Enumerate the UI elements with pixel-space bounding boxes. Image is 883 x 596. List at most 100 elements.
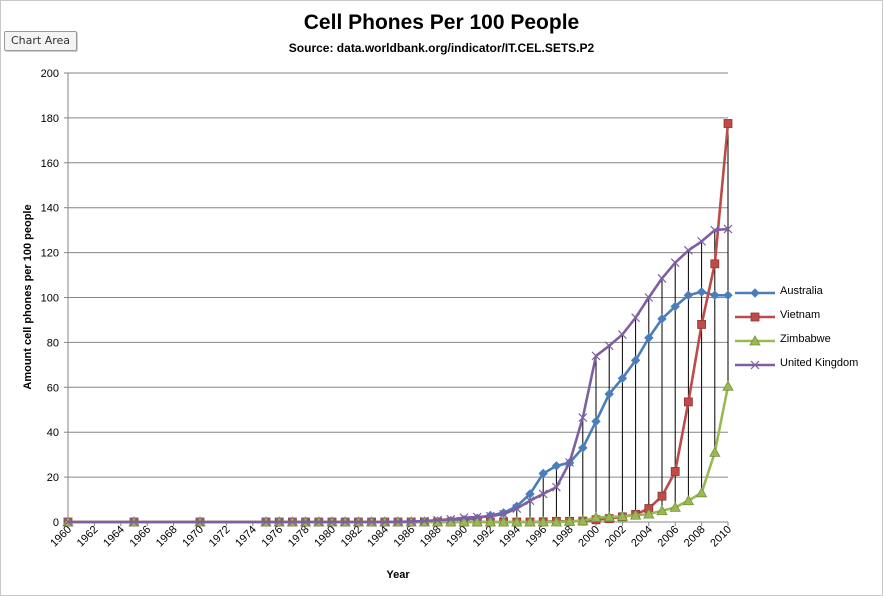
data-point-united-kingdom[interactable] bbox=[314, 517, 324, 527]
data-point-australia[interactable] bbox=[670, 301, 680, 312]
data-point-australia[interactable] bbox=[578, 443, 588, 453]
data-point-vietnam[interactable] bbox=[723, 119, 733, 128]
data-point-united-kingdom[interactable] bbox=[446, 514, 456, 524]
data-point-united-kingdom[interactable] bbox=[195, 517, 205, 527]
data-point-zimbabwe[interactable] bbox=[590, 511, 602, 522]
legend-item[interactable]: Zimbabwe bbox=[733, 331, 878, 355]
data-point-zimbabwe[interactable] bbox=[722, 380, 734, 391]
data-point-australia[interactable] bbox=[696, 287, 707, 297]
data-point-united-kingdom[interactable] bbox=[353, 517, 363, 527]
series-line-zimbabwe[interactable] bbox=[68, 385, 730, 524]
data-point-united-kingdom[interactable] bbox=[565, 458, 575, 467]
data-point-united-kingdom[interactable] bbox=[670, 258, 680, 268]
data-point-vietnam[interactable] bbox=[670, 467, 680, 476]
data-point-united-kingdom[interactable] bbox=[657, 273, 667, 283]
data-point-united-kingdom[interactable] bbox=[129, 517, 139, 527]
data-point-united-kingdom[interactable] bbox=[591, 351, 601, 361]
data-point-zimbabwe[interactable] bbox=[577, 515, 589, 526]
data-point-united-kingdom[interactable] bbox=[551, 482, 561, 492]
data-point-united-kingdom[interactable] bbox=[406, 517, 416, 526]
data-point-united-kingdom[interactable] bbox=[525, 496, 535, 506]
data-point-zimbabwe[interactable] bbox=[458, 516, 470, 527]
legend-item[interactable]: United Kingdom bbox=[733, 355, 878, 379]
data-point-united-kingdom[interactable] bbox=[459, 513, 469, 523]
data-point-united-kingdom[interactable] bbox=[538, 489, 548, 499]
series-united-kingdom[interactable] bbox=[63, 224, 733, 527]
series-line-united-kingdom[interactable] bbox=[68, 227, 729, 524]
data-point-united-kingdom[interactable] bbox=[499, 509, 509, 519]
x-tick-label: 1964 bbox=[101, 524, 127, 550]
data-point-united-kingdom[interactable] bbox=[327, 517, 337, 527]
data-point-united-kingdom[interactable] bbox=[644, 293, 654, 302]
series-zimbabwe[interactable] bbox=[62, 380, 734, 527]
data-point-zimbabwe[interactable] bbox=[643, 508, 655, 519]
data-point-united-kingdom[interactable] bbox=[340, 517, 350, 527]
data-point-australia[interactable] bbox=[723, 290, 733, 300]
x-tick-label: 1996 bbox=[524, 524, 550, 550]
data-point-united-kingdom[interactable] bbox=[710, 225, 720, 235]
data-point-australia[interactable] bbox=[591, 416, 601, 427]
data-point-zimbabwe[interactable] bbox=[471, 516, 483, 527]
legend-marker[interactable] bbox=[750, 312, 760, 322]
data-point-zimbabwe[interactable] bbox=[682, 494, 695, 506]
data-point-united-kingdom[interactable] bbox=[631, 313, 641, 323]
legend-item[interactable]: Australia bbox=[733, 283, 878, 307]
data-point-united-kingdom[interactable] bbox=[485, 511, 495, 521]
data-point-united-kingdom[interactable] bbox=[393, 517, 403, 527]
data-point-united-kingdom[interactable] bbox=[419, 516, 429, 526]
data-point-vietnam[interactable] bbox=[657, 491, 667, 501]
data-point-united-kingdom[interactable] bbox=[274, 517, 284, 527]
legend-label: Australia bbox=[780, 285, 823, 297]
data-point-zimbabwe[interactable] bbox=[629, 509, 642, 520]
data-point-united-kingdom[interactable] bbox=[617, 330, 627, 339]
legend-marker[interactable] bbox=[749, 335, 761, 346]
data-point-united-kingdom[interactable] bbox=[433, 515, 443, 525]
data-point-australia[interactable] bbox=[657, 314, 667, 324]
data-point-united-kingdom[interactable] bbox=[697, 236, 707, 246]
data-point-australia[interactable] bbox=[630, 355, 641, 366]
data-point-zimbabwe[interactable] bbox=[616, 510, 629, 521]
data-point-united-kingdom[interactable] bbox=[512, 504, 522, 513]
legend-item[interactable]: Vietnam bbox=[733, 307, 878, 331]
data-point-australia[interactable] bbox=[644, 333, 654, 343]
data-point-united-kingdom[interactable] bbox=[578, 413, 588, 423]
data-point-united-kingdom[interactable] bbox=[472, 512, 482, 522]
data-point-australia[interactable] bbox=[617, 373, 628, 384]
data-point-vietnam[interactable] bbox=[697, 320, 706, 329]
data-point-united-kingdom[interactable] bbox=[683, 245, 693, 255]
data-point-australia[interactable] bbox=[604, 389, 614, 399]
data-point-zimbabwe[interactable] bbox=[511, 516, 523, 527]
data-point-zimbabwe[interactable] bbox=[709, 446, 721, 457]
y-tick-label: 180 bbox=[41, 113, 59, 125]
legend-marker[interactable] bbox=[750, 288, 760, 298]
series-line-vietnam[interactable] bbox=[68, 123, 730, 524]
data-point-united-kingdom[interactable] bbox=[367, 517, 377, 527]
data-point-zimbabwe[interactable] bbox=[603, 511, 615, 522]
data-point-australia[interactable] bbox=[551, 461, 562, 471]
data-point-united-kingdom[interactable] bbox=[301, 517, 311, 527]
x-tick-label: 2000 bbox=[576, 524, 602, 550]
data-point-australia[interactable] bbox=[683, 290, 694, 300]
data-point-united-kingdom[interactable] bbox=[261, 517, 271, 527]
data-point-zimbabwe[interactable] bbox=[656, 504, 668, 516]
data-point-vietnam[interactable] bbox=[710, 259, 720, 269]
data-point-united-kingdom[interactable] bbox=[723, 224, 733, 234]
data-point-united-kingdom[interactable] bbox=[63, 517, 73, 527]
data-point-united-kingdom[interactable] bbox=[604, 341, 614, 351]
data-point-zimbabwe[interactable] bbox=[484, 516, 497, 527]
data-point-australia[interactable] bbox=[710, 290, 720, 300]
data-point-united-kingdom[interactable] bbox=[287, 517, 297, 527]
data-point-zimbabwe[interactable] bbox=[669, 501, 681, 512]
data-point-zimbabwe[interactable] bbox=[550, 516, 563, 527]
data-point-australia[interactable] bbox=[538, 468, 548, 479]
data-point-australia[interactable] bbox=[525, 489, 535, 499]
data-point-zimbabwe[interactable] bbox=[695, 486, 708, 498]
data-point-vietnam[interactable] bbox=[684, 397, 693, 407]
data-point-zimbabwe[interactable] bbox=[537, 516, 549, 527]
data-point-zimbabwe[interactable] bbox=[563, 515, 576, 526]
data-point-united-kingdom[interactable] bbox=[380, 517, 390, 527]
data-point-zimbabwe[interactable] bbox=[524, 516, 536, 527]
data-point-zimbabwe[interactable] bbox=[497, 516, 510, 527]
legend-marker[interactable] bbox=[750, 360, 760, 370]
